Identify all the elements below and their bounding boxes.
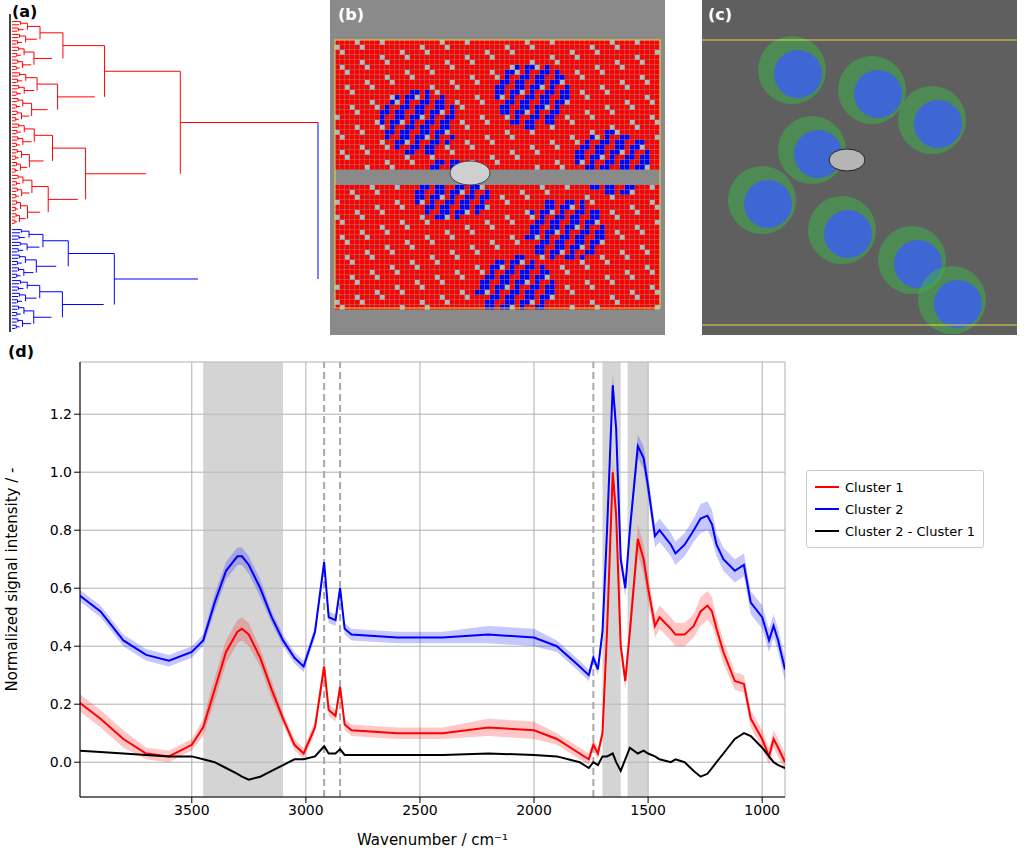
html-text:(a): (a) — [12, 2, 38, 21]
svg-text:0.6: 0.6 — [50, 580, 72, 596]
svg-text:0.0: 0.0 — [50, 754, 72, 770]
svg-text:0.8: 0.8 — [50, 522, 72, 538]
svg-text:0.4: 0.4 — [50, 638, 72, 654]
svg-text:1.2: 1.2 — [50, 406, 72, 422]
svg-text:0.2: 0.2 — [50, 696, 72, 712]
svg-text:2500: 2500 — [402, 802, 438, 818]
html-text:(d): (d) — [8, 342, 35, 361]
svg-text:3500: 3500 — [174, 802, 210, 818]
svg-text:(c): (c) — [708, 5, 732, 24]
svg-text:1500: 1500 — [630, 802, 666, 818]
svg-text:(b): (b) — [338, 5, 364, 24]
svg-text:Wavenumber / cm⁻¹: Wavenumber / cm⁻¹ — [357, 831, 508, 849]
svg-text:3000: 3000 — [288, 802, 324, 818]
html-text:Cluster 2 - Cluster 1: Cluster 2 - Cluster 1 — [845, 523, 975, 539]
svg-text:1.0: 1.0 — [50, 464, 72, 480]
html-text:Cluster 2: Cluster 2 — [845, 501, 904, 517]
svg-text:Normalized signal intensity /: Normalized signal intensity / - — [3, 467, 21, 691]
html-text:Cluster 1: Cluster 1 — [845, 479, 904, 495]
svg-text:1000: 1000 — [744, 802, 780, 818]
svg-text:2000: 2000 — [516, 802, 552, 818]
